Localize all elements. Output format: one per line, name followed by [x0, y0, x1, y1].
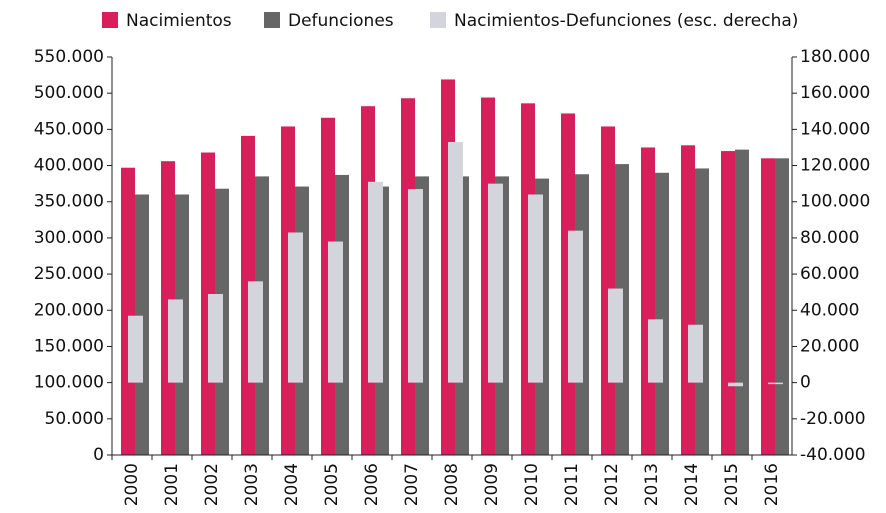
y2-tick-label: 120.000: [800, 156, 870, 176]
bar: [695, 168, 709, 455]
bar: [168, 299, 183, 383]
y-tick-label: 200.000: [34, 300, 104, 320]
x-tick-label: 2000: [122, 463, 142, 506]
x-tick-label: 2015: [722, 463, 742, 506]
y-tick-label: 300.000: [34, 228, 104, 248]
bar: [728, 382, 743, 387]
y-tick-label: 0: [93, 445, 104, 465]
y2-tick-label: 20.000: [800, 336, 859, 356]
y2-tick-label: -20.000: [800, 409, 866, 429]
bar: [128, 315, 143, 383]
x-tick-label: 2002: [202, 463, 222, 506]
legend-label: Defunciones: [288, 11, 394, 31]
y-tick-label: 350.000: [34, 192, 104, 212]
y2-tick-label: 160.000: [800, 83, 870, 103]
bar: [775, 158, 789, 456]
x-tick-label: 2008: [442, 463, 462, 506]
bar: [648, 319, 663, 383]
y-tick-label: 450.000: [34, 119, 104, 139]
x-tick-label: 2004: [282, 463, 302, 506]
y2-tick-label: 140.000: [800, 119, 870, 139]
y-tick-label: 150.000: [34, 336, 104, 356]
bar: [721, 151, 735, 455]
x-tick-label: 2009: [482, 463, 502, 506]
bar: [761, 158, 775, 456]
x-tick-label: 2014: [682, 463, 702, 506]
bar: [768, 382, 783, 385]
y2-tick-label: 0: [800, 373, 811, 393]
x-tick-label: 2007: [402, 463, 422, 506]
x-tick-label: 2016: [762, 463, 782, 506]
y2-tick-label: 60.000: [800, 264, 859, 284]
bar: [608, 288, 623, 383]
x-tick-label: 2001: [162, 463, 182, 506]
bar: [681, 145, 695, 455]
y-tick-label: 500.000: [34, 83, 104, 103]
y2-tick-label: 100.000: [800, 192, 870, 212]
y2-tick-label: 80.000: [800, 228, 859, 248]
y-tick-label: 100.000: [34, 373, 104, 393]
x-tick-label: 2006: [362, 463, 382, 506]
legend-swatch: [430, 12, 446, 28]
bar: [248, 281, 263, 383]
y-tick-label: 50.000: [45, 409, 104, 429]
y-tick-label: 250.000: [34, 264, 104, 284]
y-tick-label: 400.000: [34, 156, 104, 176]
y2-tick-label: 180.000: [800, 47, 870, 67]
y2-tick-label: 40.000: [800, 300, 859, 320]
bar: [208, 293, 223, 383]
bar: [288, 232, 303, 383]
bar: [528, 194, 543, 383]
x-tick-label: 2005: [322, 463, 342, 506]
bar: [655, 172, 669, 456]
y-tick-label: 550.000: [34, 47, 104, 67]
bar: [121, 167, 135, 455]
bar: [641, 147, 655, 456]
x-tick-label: 2013: [642, 463, 662, 506]
bar: [688, 324, 703, 383]
x-tick-label: 2010: [522, 463, 542, 506]
bar: [735, 149, 749, 455]
legend-swatch: [264, 12, 280, 28]
legend-label: Nacimientos-Defunciones (esc. derecha): [454, 11, 798, 31]
x-tick-label: 2011: [562, 463, 582, 506]
legend-label: Nacimientos: [126, 11, 232, 31]
x-tick-label: 2003: [242, 463, 262, 506]
x-tick-label: 2012: [602, 463, 622, 506]
y2-tick-label: -40.000: [800, 445, 866, 465]
bar: [408, 189, 423, 383]
legend-swatch: [102, 12, 118, 28]
bar: [368, 181, 383, 383]
bar: [568, 230, 583, 383]
bar: [328, 241, 343, 383]
bar: [488, 183, 503, 383]
bar: [448, 142, 463, 383]
